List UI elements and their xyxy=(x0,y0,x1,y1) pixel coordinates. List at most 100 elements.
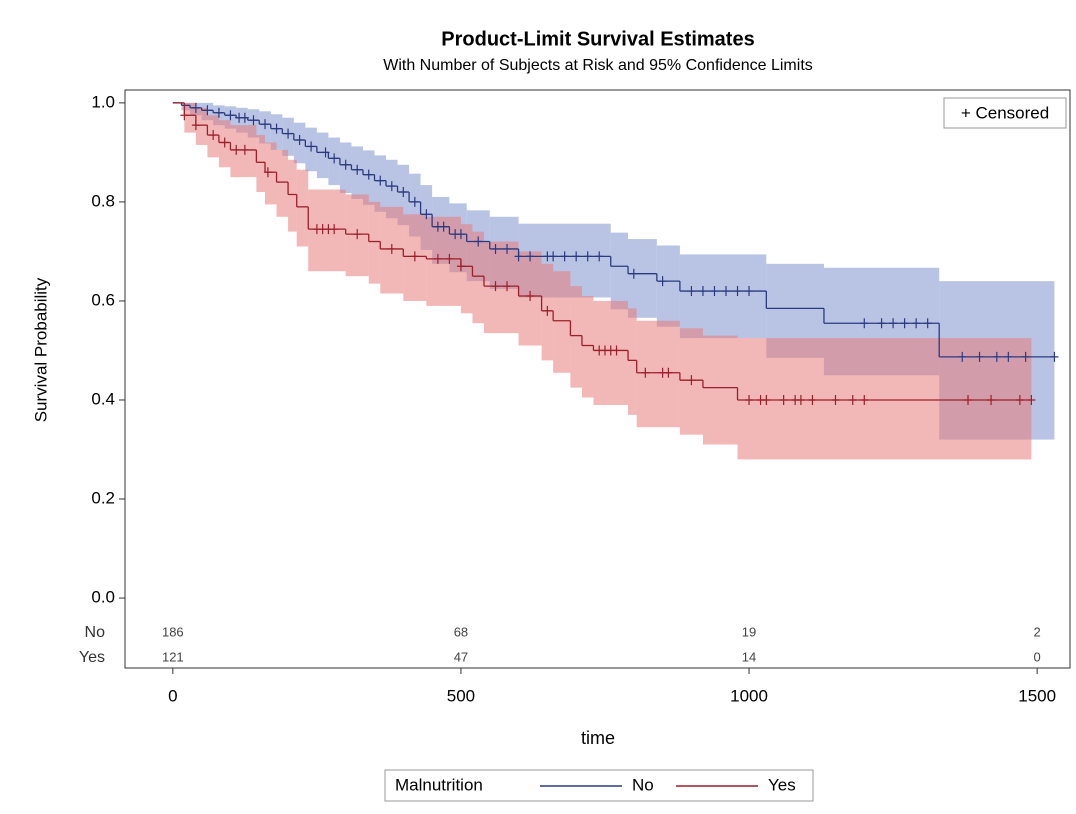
censor-mark xyxy=(307,141,316,152)
confidence-band xyxy=(679,254,767,339)
censor-mark xyxy=(710,286,719,297)
confidence-band xyxy=(483,241,519,334)
censor-mark xyxy=(889,318,898,329)
legend-title: Malnutrition xyxy=(395,775,483,794)
censor-mark xyxy=(203,105,212,116)
censor-mark xyxy=(860,394,869,405)
censored-label: + Censored xyxy=(961,103,1049,122)
censor-mark xyxy=(491,281,500,292)
censor-mark xyxy=(272,123,281,134)
confidence-band xyxy=(184,102,196,133)
at-risk-count: 121 xyxy=(162,649,184,664)
censor-mark xyxy=(958,351,967,362)
censor-mark xyxy=(232,144,241,155)
censor-mark xyxy=(364,169,373,180)
censor-mark xyxy=(376,175,385,186)
censor-mark xyxy=(439,221,448,232)
censor-mark xyxy=(900,318,909,329)
censor-mark xyxy=(745,286,754,297)
censor-mark xyxy=(240,112,249,123)
legend-label: No xyxy=(632,775,654,794)
y-tick-label: 0.0 xyxy=(91,588,115,607)
censor-mark xyxy=(214,107,223,118)
confidence-band xyxy=(368,201,381,284)
confidence-band xyxy=(628,239,657,318)
x-tick-label: 0 xyxy=(168,686,177,705)
censor-mark xyxy=(491,243,500,254)
censor-mark xyxy=(284,128,293,139)
censor-mark xyxy=(964,394,973,405)
censor-mark xyxy=(191,120,200,131)
censor-mark xyxy=(877,318,886,329)
censor-mark xyxy=(445,253,454,264)
censor-mark xyxy=(975,351,984,362)
censor-mark xyxy=(831,394,840,405)
chart-subtitle: With Number of Subjects at Risk and 95% … xyxy=(383,57,813,74)
censor-mark xyxy=(808,394,817,405)
censor-mark xyxy=(240,144,249,155)
censor-mark xyxy=(456,229,465,240)
censor-mark xyxy=(410,196,419,207)
censor-mark xyxy=(860,318,869,329)
censor-mark xyxy=(733,286,742,297)
y-tick-label: 0.2 xyxy=(91,488,115,507)
censor-mark xyxy=(330,153,339,164)
censor-mark xyxy=(456,261,465,272)
confidence-band xyxy=(570,286,582,388)
censor-mark xyxy=(687,375,696,386)
plot-frame xyxy=(124,89,1071,669)
x-tick-label: 1500 xyxy=(1018,686,1056,705)
confidence-band xyxy=(581,295,594,398)
censor-mark xyxy=(698,286,707,297)
censor-mark xyxy=(595,251,604,262)
censor-mark xyxy=(353,164,362,175)
censor-mark xyxy=(658,276,667,287)
at-risk-count: 2 xyxy=(1034,624,1041,639)
censor-mark xyxy=(261,119,270,130)
confidence-band xyxy=(610,232,629,310)
confidence-band xyxy=(276,149,289,217)
at-risk-count: 47 xyxy=(454,649,468,664)
censor-mark xyxy=(399,187,408,198)
confidence-band xyxy=(553,271,571,373)
censor-mark xyxy=(353,229,362,240)
confidence-band xyxy=(656,245,680,327)
censor-mark xyxy=(503,281,512,292)
confidence-band xyxy=(296,169,309,247)
censor-mark xyxy=(1004,351,1013,362)
confidence-band xyxy=(230,125,257,178)
censor-mark xyxy=(560,251,569,262)
censor-mark xyxy=(912,318,921,329)
censor-mark xyxy=(410,251,419,262)
censor-mark xyxy=(664,367,673,378)
x-axis-label: time xyxy=(581,728,615,748)
at-risk-count: 14 xyxy=(742,649,756,664)
confidence-band xyxy=(737,338,1032,460)
confidence-band xyxy=(628,308,637,415)
censor-mark xyxy=(923,318,932,329)
censor-mark xyxy=(992,351,1001,362)
censor-mark xyxy=(543,305,552,316)
legend-label: Yes xyxy=(768,775,796,794)
y-tick-label: 0.8 xyxy=(91,191,115,210)
at-risk-count: 19 xyxy=(742,624,756,639)
censor-mark xyxy=(1050,351,1059,362)
y-axis-label: Survival Probability xyxy=(31,277,50,422)
censor-mark xyxy=(341,159,350,170)
censor-mark xyxy=(330,224,339,235)
censor-mark xyxy=(848,394,857,405)
censor-mark xyxy=(422,209,431,220)
confidence-band xyxy=(636,320,680,428)
censor-mark xyxy=(549,251,558,262)
censor-mark xyxy=(629,268,638,279)
confidence-band xyxy=(195,107,208,145)
censor-mark xyxy=(209,130,218,141)
censor-mark xyxy=(779,394,788,405)
censor-mark xyxy=(1027,394,1036,405)
x-tick-label: 1000 xyxy=(730,686,768,705)
censor-mark xyxy=(503,243,512,254)
censored-box xyxy=(943,97,1067,129)
censor-mark xyxy=(433,253,442,264)
confidence-band xyxy=(308,189,346,272)
censor-mark xyxy=(220,137,229,148)
